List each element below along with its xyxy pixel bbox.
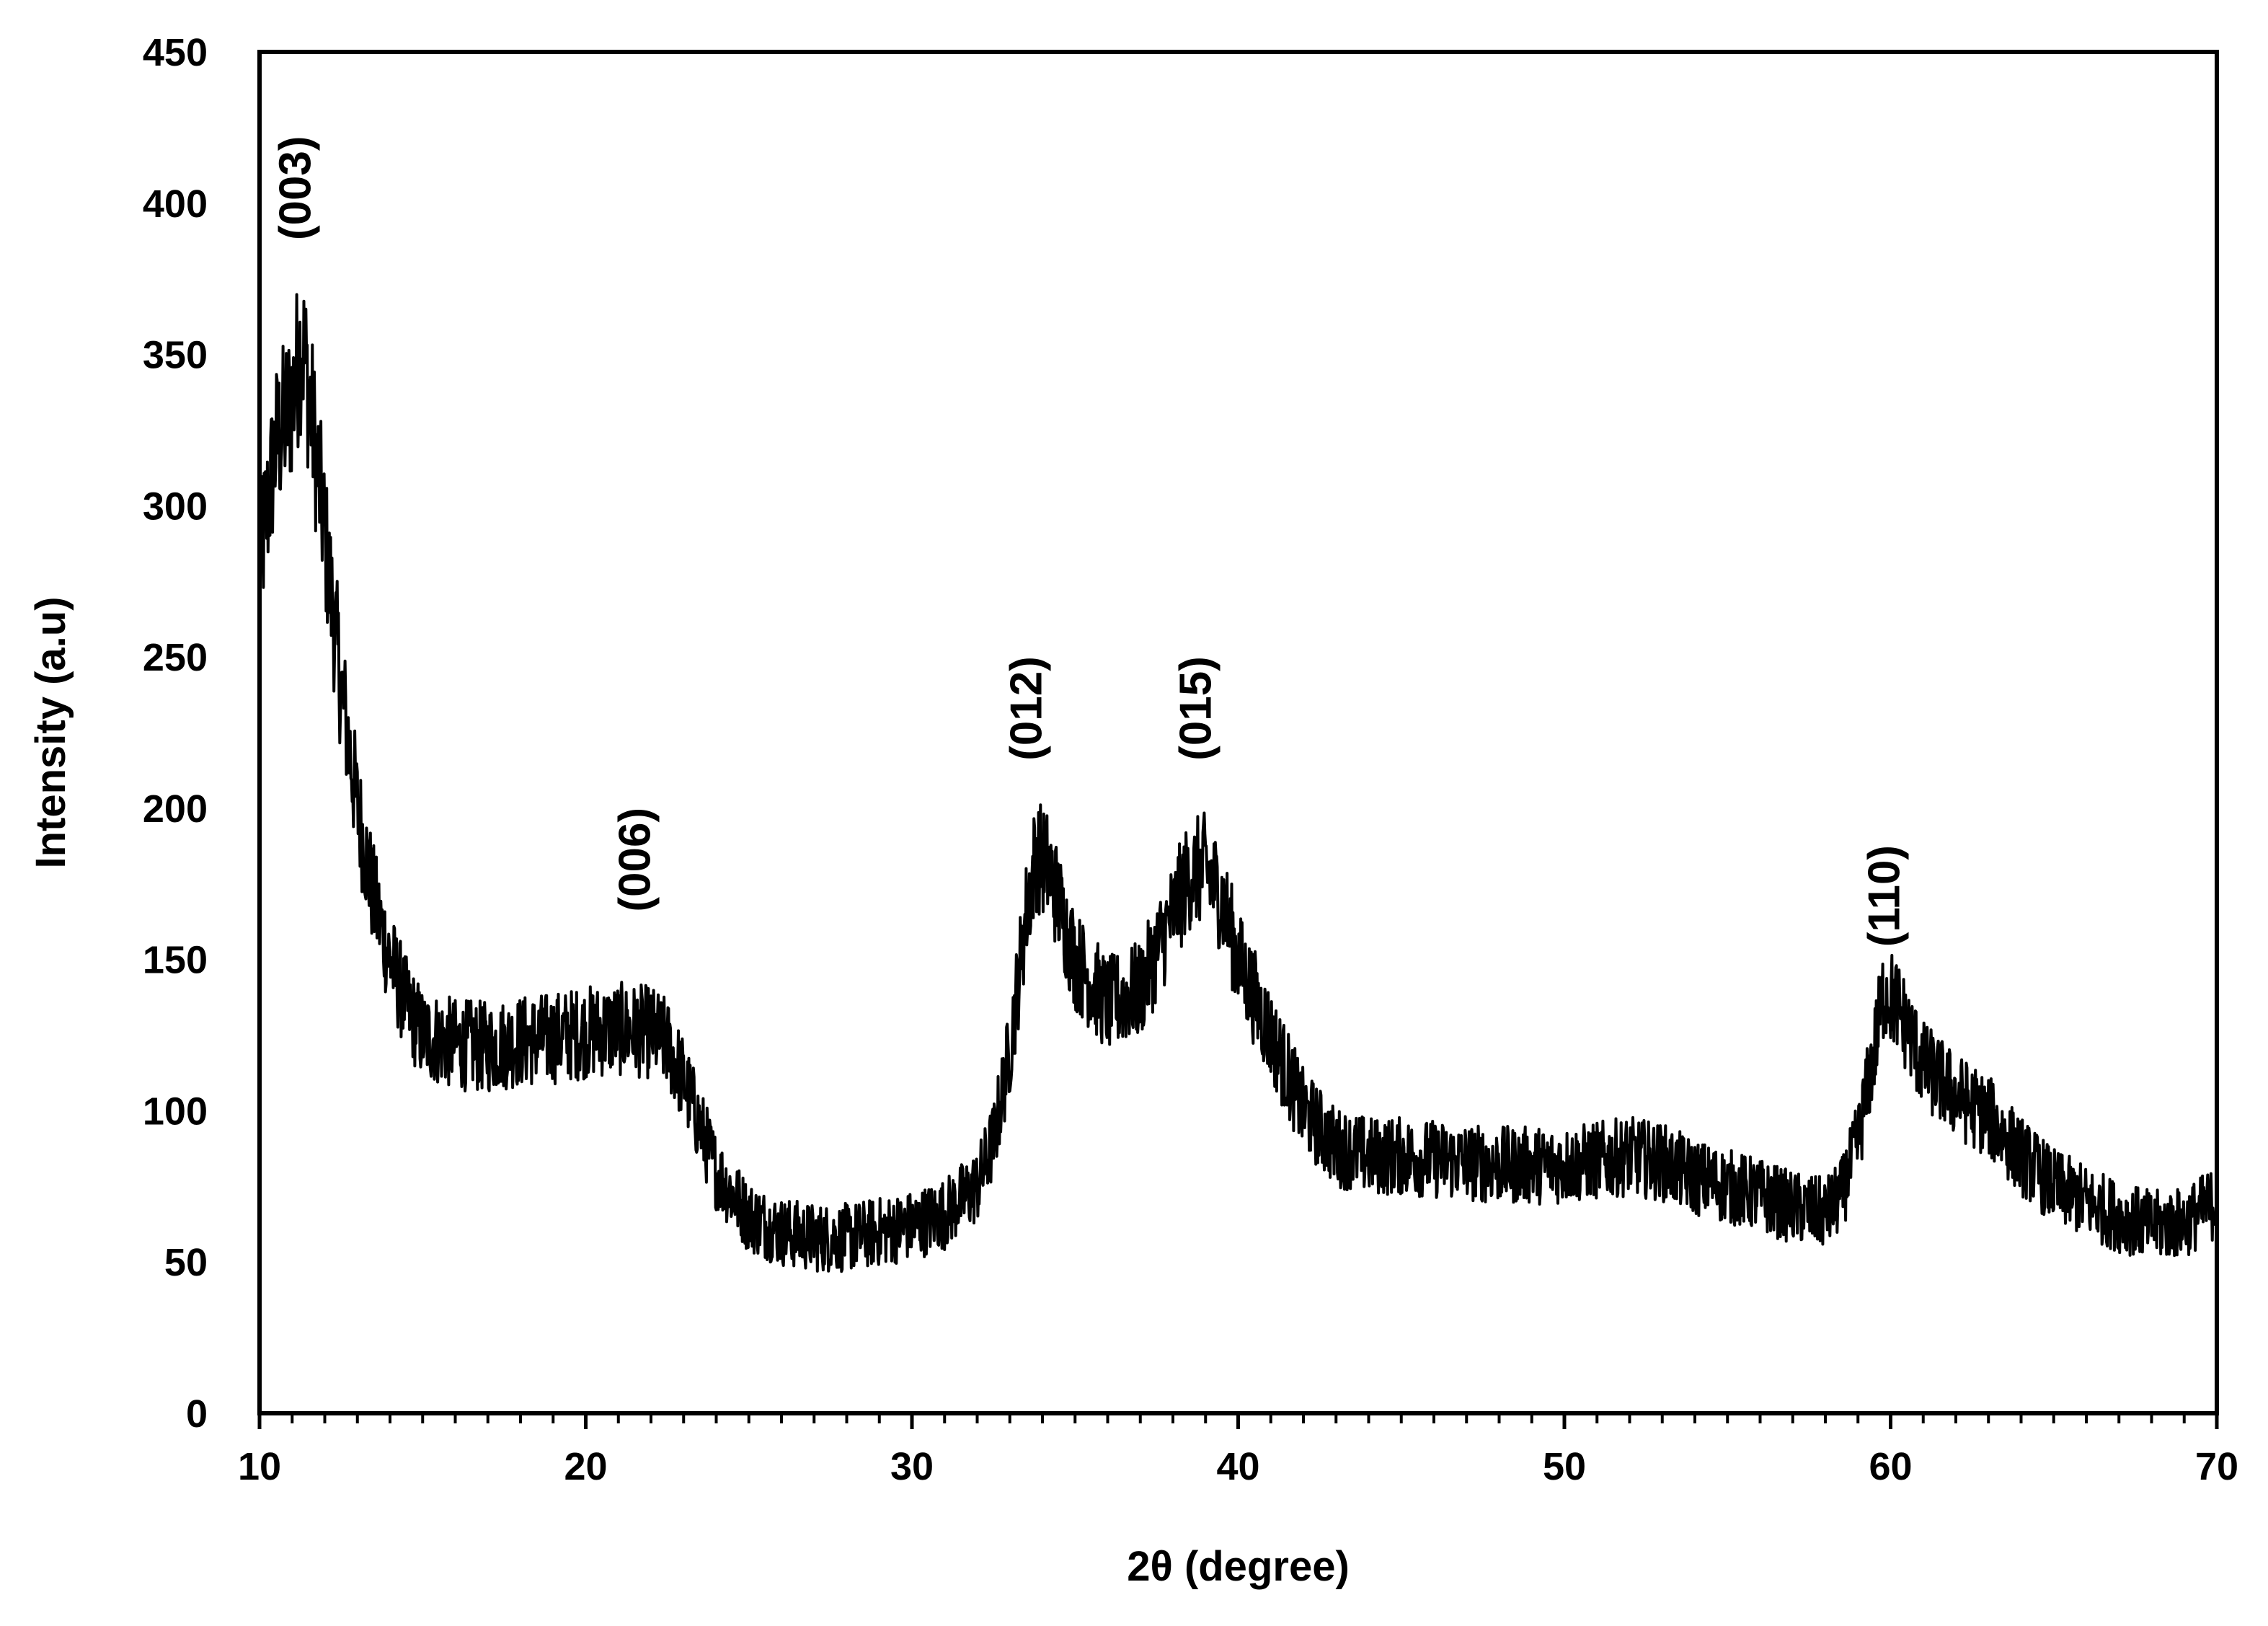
plot-area bbox=[257, 50, 2219, 1415]
y-tick-label: 350 bbox=[143, 334, 208, 377]
x-axis-title: 2θ (degree) bbox=[1127, 1543, 1350, 1590]
x-axis: 10 20 30 40 50 60 70 bbox=[238, 1413, 2238, 1488]
x-tick-label: 30 bbox=[890, 1445, 934, 1488]
x-tick-label: 10 bbox=[238, 1445, 281, 1488]
peak-label: (003) bbox=[271, 136, 321, 240]
y-axis: 0 50 100 150 200 250 300 350 400 450 bbox=[143, 31, 208, 1436]
y-tick-label: 0 bbox=[186, 1392, 208, 1436]
y-tick-label: 200 bbox=[143, 787, 208, 831]
peak-label: (110) bbox=[1859, 845, 1909, 947]
peak-annotations: (003) (006) (012) (015) (110) bbox=[271, 136, 1910, 947]
peak-label: (006) bbox=[610, 808, 660, 912]
y-tick-label: 400 bbox=[143, 182, 208, 226]
x-tick-label: 70 bbox=[2195, 1445, 2238, 1488]
y-tick-label: 300 bbox=[143, 485, 208, 528]
peak-label: (015) bbox=[1171, 656, 1221, 761]
y-tick-label: 150 bbox=[143, 939, 208, 982]
x-tick-label: 60 bbox=[1869, 1445, 1912, 1488]
x-tick-label: 20 bbox=[564, 1445, 607, 1488]
x-tick-label: 50 bbox=[1543, 1445, 1586, 1488]
y-axis-title: Intensity (a.u) bbox=[27, 596, 74, 868]
y-tick-label: 100 bbox=[143, 1090, 208, 1133]
y-tick-label: 450 bbox=[143, 31, 208, 74]
series-line bbox=[258, 293, 2218, 1273]
x-tick-label: 40 bbox=[1216, 1445, 1259, 1488]
y-tick-label: 250 bbox=[143, 636, 208, 679]
peak-label: (012) bbox=[1001, 656, 1051, 761]
plot-frame bbox=[257, 50, 2219, 1415]
y-tick-label: 50 bbox=[164, 1241, 208, 1284]
